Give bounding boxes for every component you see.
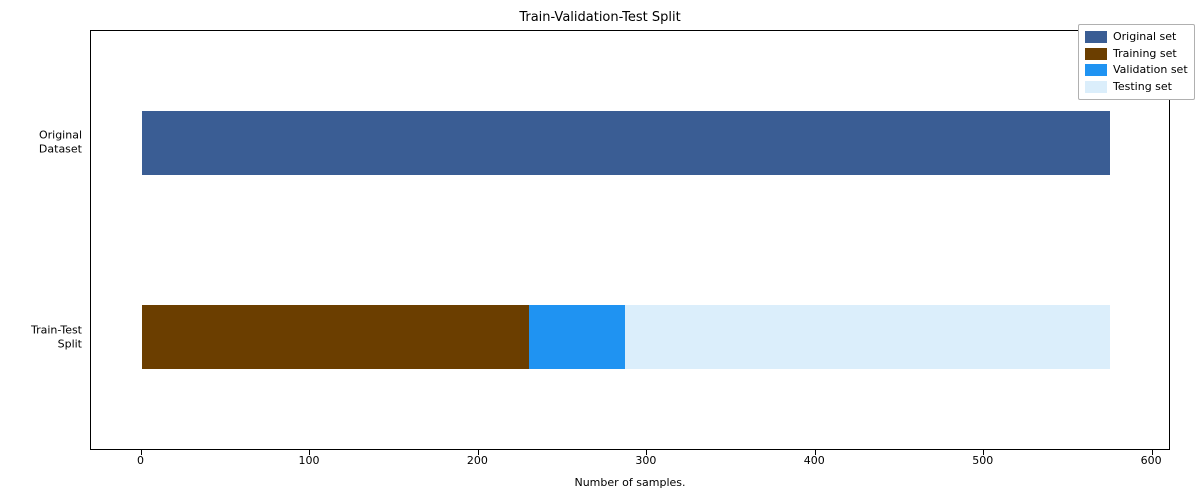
ytick-label-original: OriginalDataset <box>2 128 82 156</box>
bar-segment <box>142 111 1111 176</box>
legend-swatch <box>1085 48 1107 60</box>
bar-segment <box>529 305 625 370</box>
bar-segment <box>625 305 1110 370</box>
bar-row <box>91 305 1169 370</box>
legend-label: Testing set <box>1113 79 1172 96</box>
xtick-label: 100 <box>298 454 319 467</box>
legend-label: Training set <box>1113 46 1177 63</box>
xtick-label: 300 <box>635 454 656 467</box>
xtick-label: 0 <box>137 454 144 467</box>
legend-swatch <box>1085 31 1107 43</box>
plot-area <box>90 30 1170 450</box>
legend-item: Original set <box>1085 29 1188 46</box>
ytick-label-split: Train-TestSplit <box>2 323 82 351</box>
xtick-label: 500 <box>972 454 993 467</box>
legend-item: Validation set <box>1085 62 1188 79</box>
legend-label: Original set <box>1113 29 1176 46</box>
xtick-label: 200 <box>467 454 488 467</box>
chart-title: Train-Validation-Test Split <box>0 10 1200 25</box>
legend-item: Testing set <box>1085 79 1188 96</box>
x-axis-label: Number of samples. <box>90 476 1170 489</box>
xtick-label: 600 <box>1141 454 1162 467</box>
legend: Original setTraining setValidation setTe… <box>1078 24 1195 100</box>
bar-row <box>91 111 1169 176</box>
legend-swatch <box>1085 81 1107 93</box>
bar-segment <box>142 305 529 370</box>
legend-item: Training set <box>1085 46 1188 63</box>
xtick-label: 400 <box>804 454 825 467</box>
legend-label: Validation set <box>1113 62 1188 79</box>
train-test-split-chart: Train-Validation-Test Split OriginalData… <box>0 0 1200 500</box>
legend-swatch <box>1085 64 1107 76</box>
